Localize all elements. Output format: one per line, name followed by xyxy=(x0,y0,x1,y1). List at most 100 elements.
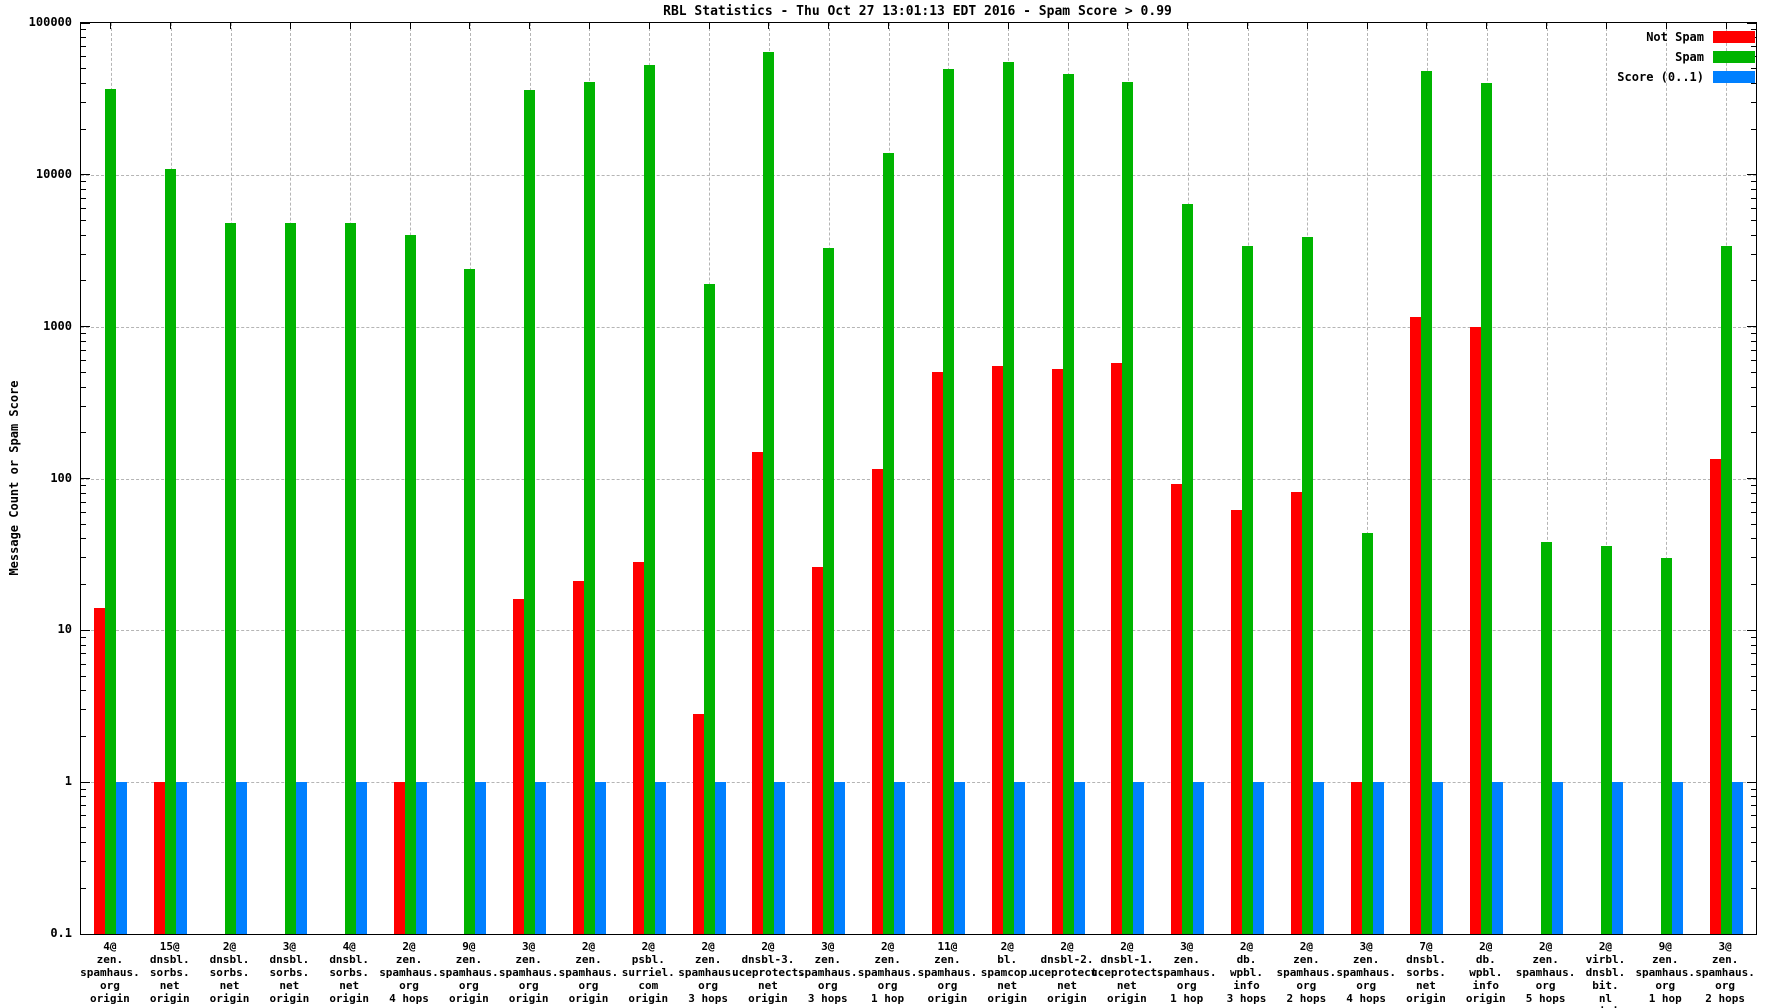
bar-score xyxy=(1193,782,1205,934)
top-tick xyxy=(1067,23,1069,29)
y-minor-tick xyxy=(81,333,86,335)
y-minor-tick xyxy=(1751,644,1756,646)
x-tick-label: 3@ zen. spamhaus. org 3 hops xyxy=(797,940,858,1005)
y-minor-tick xyxy=(81,37,86,39)
y-minor-tick xyxy=(1751,557,1756,559)
x-tick-label: 2@ zen. spamhaus. org 3 hops xyxy=(678,940,738,1005)
y-minor-tick xyxy=(81,280,86,282)
x-tick-label: 2@ zen. spamhaus. org 1 hop xyxy=(857,940,918,1005)
y-tick-label: 1000 xyxy=(43,318,72,333)
bar-not-spam xyxy=(1111,362,1123,934)
top-tick xyxy=(1426,23,1428,29)
bar-score xyxy=(1312,782,1324,934)
bar-spam xyxy=(1600,545,1612,934)
y-minor-tick xyxy=(1751,511,1756,513)
y-minor-tick xyxy=(1751,46,1756,48)
plot-area xyxy=(80,22,1757,935)
legend-entry-spam: Spam xyxy=(1617,47,1755,67)
y-minor-tick xyxy=(81,861,86,863)
bar-not-spam xyxy=(692,714,704,934)
y-minor-tick xyxy=(1751,709,1756,711)
legend-entry-not-spam: Not Spam xyxy=(1617,27,1755,47)
y-minor-tick xyxy=(81,636,86,638)
top-tick xyxy=(828,23,830,29)
top-tick xyxy=(1306,23,1308,29)
y-minor-tick xyxy=(1751,253,1756,255)
x-tick-label: 9@ zen. spamhaus. org origin xyxy=(439,940,499,1005)
y-minor-tick xyxy=(1751,584,1756,586)
bar-not-spam xyxy=(812,567,824,934)
bar-score xyxy=(1133,782,1145,934)
bar-score xyxy=(714,782,726,934)
y-minor-tick xyxy=(1751,484,1756,486)
y-minor-tick xyxy=(81,208,86,210)
bar-spam xyxy=(1301,236,1313,934)
y-minor-tick xyxy=(1751,189,1756,191)
bar-not-spam xyxy=(872,469,884,934)
bar-not-spam xyxy=(94,608,106,934)
y-minor-tick xyxy=(81,46,86,48)
y-minor-tick xyxy=(1751,101,1756,103)
top-tick xyxy=(1605,23,1607,29)
y-minor-tick xyxy=(81,349,86,351)
y-major-tick xyxy=(1747,326,1756,328)
x-tick-label: 3@ zen. spamhaus. org 4 hops xyxy=(1336,940,1396,1005)
y-minor-tick xyxy=(1751,653,1756,655)
bar-score xyxy=(1073,782,1085,934)
y-minor-tick xyxy=(81,788,86,790)
bar-spam xyxy=(284,223,296,934)
y-minor-tick xyxy=(81,371,86,373)
bar-spam xyxy=(1242,245,1254,934)
x-tick-label: 2@ virbl. dnsbl. bit. nl origin xyxy=(1585,940,1626,1008)
x-tick-label: 2@ zen. spamhaus. org 5 hops xyxy=(1515,940,1576,1005)
y-minor-tick xyxy=(1751,371,1756,373)
y-minor-tick xyxy=(81,887,86,889)
legend-entry-score: Score (0..1) xyxy=(1617,67,1755,87)
x-tick-label: 2@ dnsbl-3. uceprotect. net origin xyxy=(732,940,805,1005)
y-major-tick xyxy=(81,933,90,935)
x-tick-label: 2@ zen. spamhaus. org 2 hops xyxy=(1276,940,1337,1005)
y-minor-tick xyxy=(1751,675,1756,677)
y-minor-tick xyxy=(81,492,86,494)
top-tick xyxy=(648,23,650,29)
legend-label-score: Score (0..1) xyxy=(1617,70,1704,84)
y-minor-tick xyxy=(1751,827,1756,829)
y-minor-tick xyxy=(81,56,86,58)
y-minor-tick xyxy=(1751,842,1756,844)
bar-spam xyxy=(763,52,775,934)
y-major-tick xyxy=(81,478,90,479)
legend-swatch-score xyxy=(1713,71,1755,83)
x-tick-label: 7@ dnsbl. sorbs. net origin xyxy=(1406,940,1446,1005)
y-minor-tick xyxy=(81,128,86,130)
y-minor-tick xyxy=(81,432,86,434)
y-major-tick xyxy=(81,174,90,176)
y-minor-tick xyxy=(1751,333,1756,335)
y-minor-tick xyxy=(1751,501,1756,503)
y-minor-tick xyxy=(81,644,86,646)
x-tick-label: 11@ zen. spamhaus. org origin xyxy=(917,940,978,1005)
y-minor-tick xyxy=(1751,788,1756,790)
bar-not-spam xyxy=(393,782,405,934)
top-tick xyxy=(110,23,112,29)
bar-not-spam xyxy=(513,599,525,934)
bar-not-spam xyxy=(572,581,584,934)
x-tick-label: 9@ zen. spamhaus. org 1 hop xyxy=(1635,940,1696,1005)
top-tick xyxy=(170,23,172,29)
y-minor-tick xyxy=(1751,796,1756,798)
y-minor-tick xyxy=(1751,663,1756,665)
bar-not-spam xyxy=(1470,326,1482,934)
bar-score xyxy=(535,782,547,934)
y-minor-tick xyxy=(81,690,86,692)
y-minor-tick xyxy=(1751,220,1756,222)
bar-spam xyxy=(404,235,416,934)
y-minor-tick xyxy=(81,340,86,342)
bar-spam xyxy=(823,247,835,934)
x-tick-label: 2@ db. wpbl. info 3 hops xyxy=(1226,940,1267,1005)
bar-score xyxy=(654,782,666,934)
bar-score xyxy=(116,782,128,934)
y-major-tick xyxy=(81,781,90,783)
bar-not-spam xyxy=(931,372,943,934)
y-minor-tick xyxy=(81,584,86,586)
y-major-tick xyxy=(1747,781,1756,783)
top-tick xyxy=(1725,23,1727,29)
